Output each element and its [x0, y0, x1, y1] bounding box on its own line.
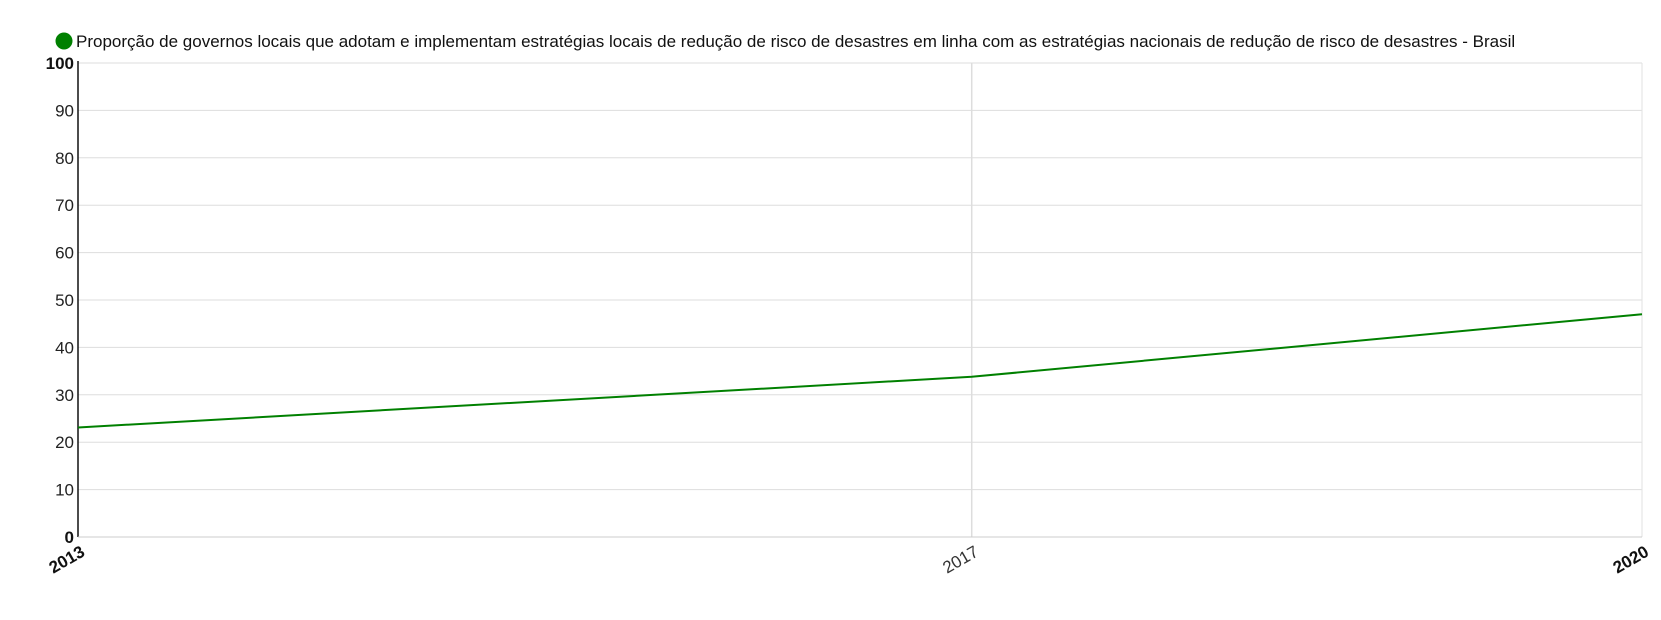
y-tick-label: 20: [55, 433, 74, 452]
y-tick-label: 60: [55, 244, 74, 263]
y-tick-label: 30: [55, 386, 74, 405]
y-tick-label: 90: [55, 101, 74, 120]
y-tick-label: 0: [65, 528, 74, 547]
x-axis-tick-labels: 2013 2017 2020: [46, 542, 1652, 577]
y-tick-label: 100: [46, 54, 74, 73]
legend-label[interactable]: Proporção de governos locais que adotam …: [76, 32, 1515, 51]
y-axis-tick-labels: 0 10 20 30 40 50 60 70 80 90 100: [46, 54, 74, 547]
y-tick-label: 50: [55, 291, 74, 310]
y-tick-label: 10: [55, 481, 74, 500]
y-tick-label: 40: [55, 338, 74, 357]
x-tick-label: 2020: [1610, 542, 1652, 577]
gridlines: [78, 62, 1643, 537]
x-tick-label: 2017: [939, 542, 981, 577]
axes: [77, 61, 1642, 538]
x-tick-label: 2013: [46, 542, 88, 577]
y-tick-label: 80: [55, 149, 74, 168]
series-line[interactable]: [77, 313, 1643, 429]
legend[interactable]: Proporção de governos locais que adotam …: [55, 32, 1516, 51]
y-tick-label: 70: [55, 196, 74, 215]
legend-marker[interactable]: [55, 32, 73, 50]
series-lines: [77, 313, 1643, 429]
